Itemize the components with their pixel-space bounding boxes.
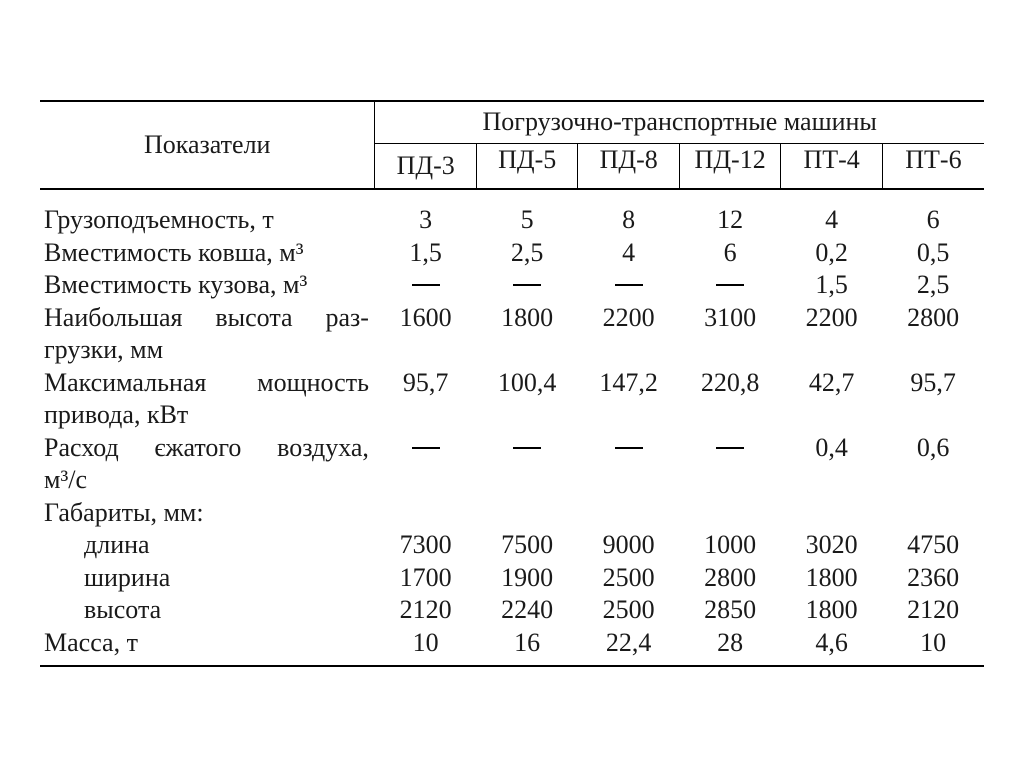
header-col-3: ПД-12 — [679, 143, 780, 189]
cell: 1800 — [781, 562, 882, 595]
cell: 10 — [375, 627, 476, 660]
cell: 2850 — [679, 594, 780, 627]
cell: 9000 — [578, 529, 679, 562]
table-row: Наибольшая высота раз-грузки, мм16001800… — [40, 302, 984, 367]
row-label: Габариты, мм: — [40, 497, 375, 530]
table-row: Вместимость кузова, м³ 1,52,5 — [40, 269, 984, 302]
cell: 8 — [578, 204, 679, 237]
cell — [679, 269, 780, 302]
cell: 0,6 — [882, 432, 984, 497]
cell: 4750 — [882, 529, 984, 562]
cell: 42,7 — [781, 367, 882, 432]
cell: 147,2 — [578, 367, 679, 432]
cell: 4,6 — [781, 627, 882, 660]
header-col-4: ПТ-4 — [781, 143, 882, 189]
header-col-0: ПД-3 — [375, 143, 476, 189]
cell: 1800 — [781, 594, 882, 627]
cell: 2800 — [882, 302, 984, 367]
cell: 7300 — [375, 529, 476, 562]
cell — [375, 497, 476, 530]
cell: 1700 — [375, 562, 476, 595]
cell: 5 — [476, 204, 577, 237]
table-row: Масса, т101622,4284,610 — [40, 627, 984, 660]
cell: 1,5 — [375, 237, 476, 270]
row-label: Грузоподъемность, т — [40, 204, 375, 237]
cell: 1,5 — [781, 269, 882, 302]
row-label: Вместимость кузова, м³ — [40, 269, 375, 302]
cell: 12 — [679, 204, 780, 237]
table-row: Грузоподъемность, т3581246 — [40, 204, 984, 237]
cell: 100,4 — [476, 367, 577, 432]
cell — [476, 269, 577, 302]
cell: 2240 — [476, 594, 577, 627]
cell — [578, 497, 679, 530]
cell: 6 — [679, 237, 780, 270]
cell: 0,2 — [781, 237, 882, 270]
header-group-label: Погрузочно-транспортные машины — [375, 101, 984, 143]
cell — [476, 432, 577, 497]
cell: 16 — [476, 627, 577, 660]
row-label: Масса, т — [40, 627, 375, 660]
cell: 2120 — [882, 594, 984, 627]
cell: 3020 — [781, 529, 882, 562]
cell — [679, 497, 780, 530]
cell: 4 — [781, 204, 882, 237]
cell: 2200 — [578, 302, 679, 367]
cell: 2,5 — [476, 237, 577, 270]
cell: 28 — [679, 627, 780, 660]
header-row-label: Показатели — [40, 101, 375, 189]
cell: 1900 — [476, 562, 577, 595]
row-label: Вместимость ковша, м³ — [40, 237, 375, 270]
cell: 0,5 — [882, 237, 984, 270]
cell: 7500 — [476, 529, 577, 562]
table-body: Грузоподъемность, т3581246Вместимость ко… — [40, 204, 984, 659]
cell: 3 — [375, 204, 476, 237]
table-row: длина730075009000100030204750 — [40, 529, 984, 562]
cell: 2360 — [882, 562, 984, 595]
cell — [781, 497, 882, 530]
table-row: Габариты, мм: — [40, 497, 984, 530]
cell: 220,8 — [679, 367, 780, 432]
cell — [882, 497, 984, 530]
row-label: длина — [40, 529, 375, 562]
table-row: Расход єжатого воздуха,м³/с 0,40,6 — [40, 432, 984, 497]
cell: 2800 — [679, 562, 780, 595]
cell: 1800 — [476, 302, 577, 367]
header-col-2: ПД-8 — [578, 143, 679, 189]
cell: 1000 — [679, 529, 780, 562]
row-label: Расход єжатого воздуха,м³/с — [40, 432, 375, 497]
cell: 2500 — [578, 562, 679, 595]
cell: 2,5 — [882, 269, 984, 302]
cell: 2200 — [781, 302, 882, 367]
cell: 10 — [882, 627, 984, 660]
row-label: Наибольшая высота раз-грузки, мм — [40, 302, 375, 367]
cell: 3100 — [679, 302, 780, 367]
header-col-1: ПД-5 — [476, 143, 577, 189]
cell — [679, 432, 780, 497]
cell — [578, 269, 679, 302]
cell: 2500 — [578, 594, 679, 627]
table-row: высота212022402500285018002120 — [40, 594, 984, 627]
cell — [476, 497, 577, 530]
table-row: Вместимость ковша, м³1,52,5460,20,5 — [40, 237, 984, 270]
cell — [578, 432, 679, 497]
cell — [375, 432, 476, 497]
cell — [375, 269, 476, 302]
table-row: ширина170019002500280018002360 — [40, 562, 984, 595]
cell: 22,4 — [578, 627, 679, 660]
cell: 1600 — [375, 302, 476, 367]
row-label: высота — [40, 594, 375, 627]
header-col-5: ПТ-6 — [882, 143, 984, 189]
cell: 95,7 — [882, 367, 984, 432]
cell: 2120 — [375, 594, 476, 627]
cell: 0,4 — [781, 432, 882, 497]
cell: 6 — [882, 204, 984, 237]
row-label: Максимальная мощностьпривода, кВт — [40, 367, 375, 432]
row-label: ширина — [40, 562, 375, 595]
cell: 95,7 — [375, 367, 476, 432]
table-row: Максимальная мощностьпривода, кВт95,7100… — [40, 367, 984, 432]
spec-table: Показатели Погрузочно-транспортные машин… — [40, 100, 984, 667]
cell: 4 — [578, 237, 679, 270]
